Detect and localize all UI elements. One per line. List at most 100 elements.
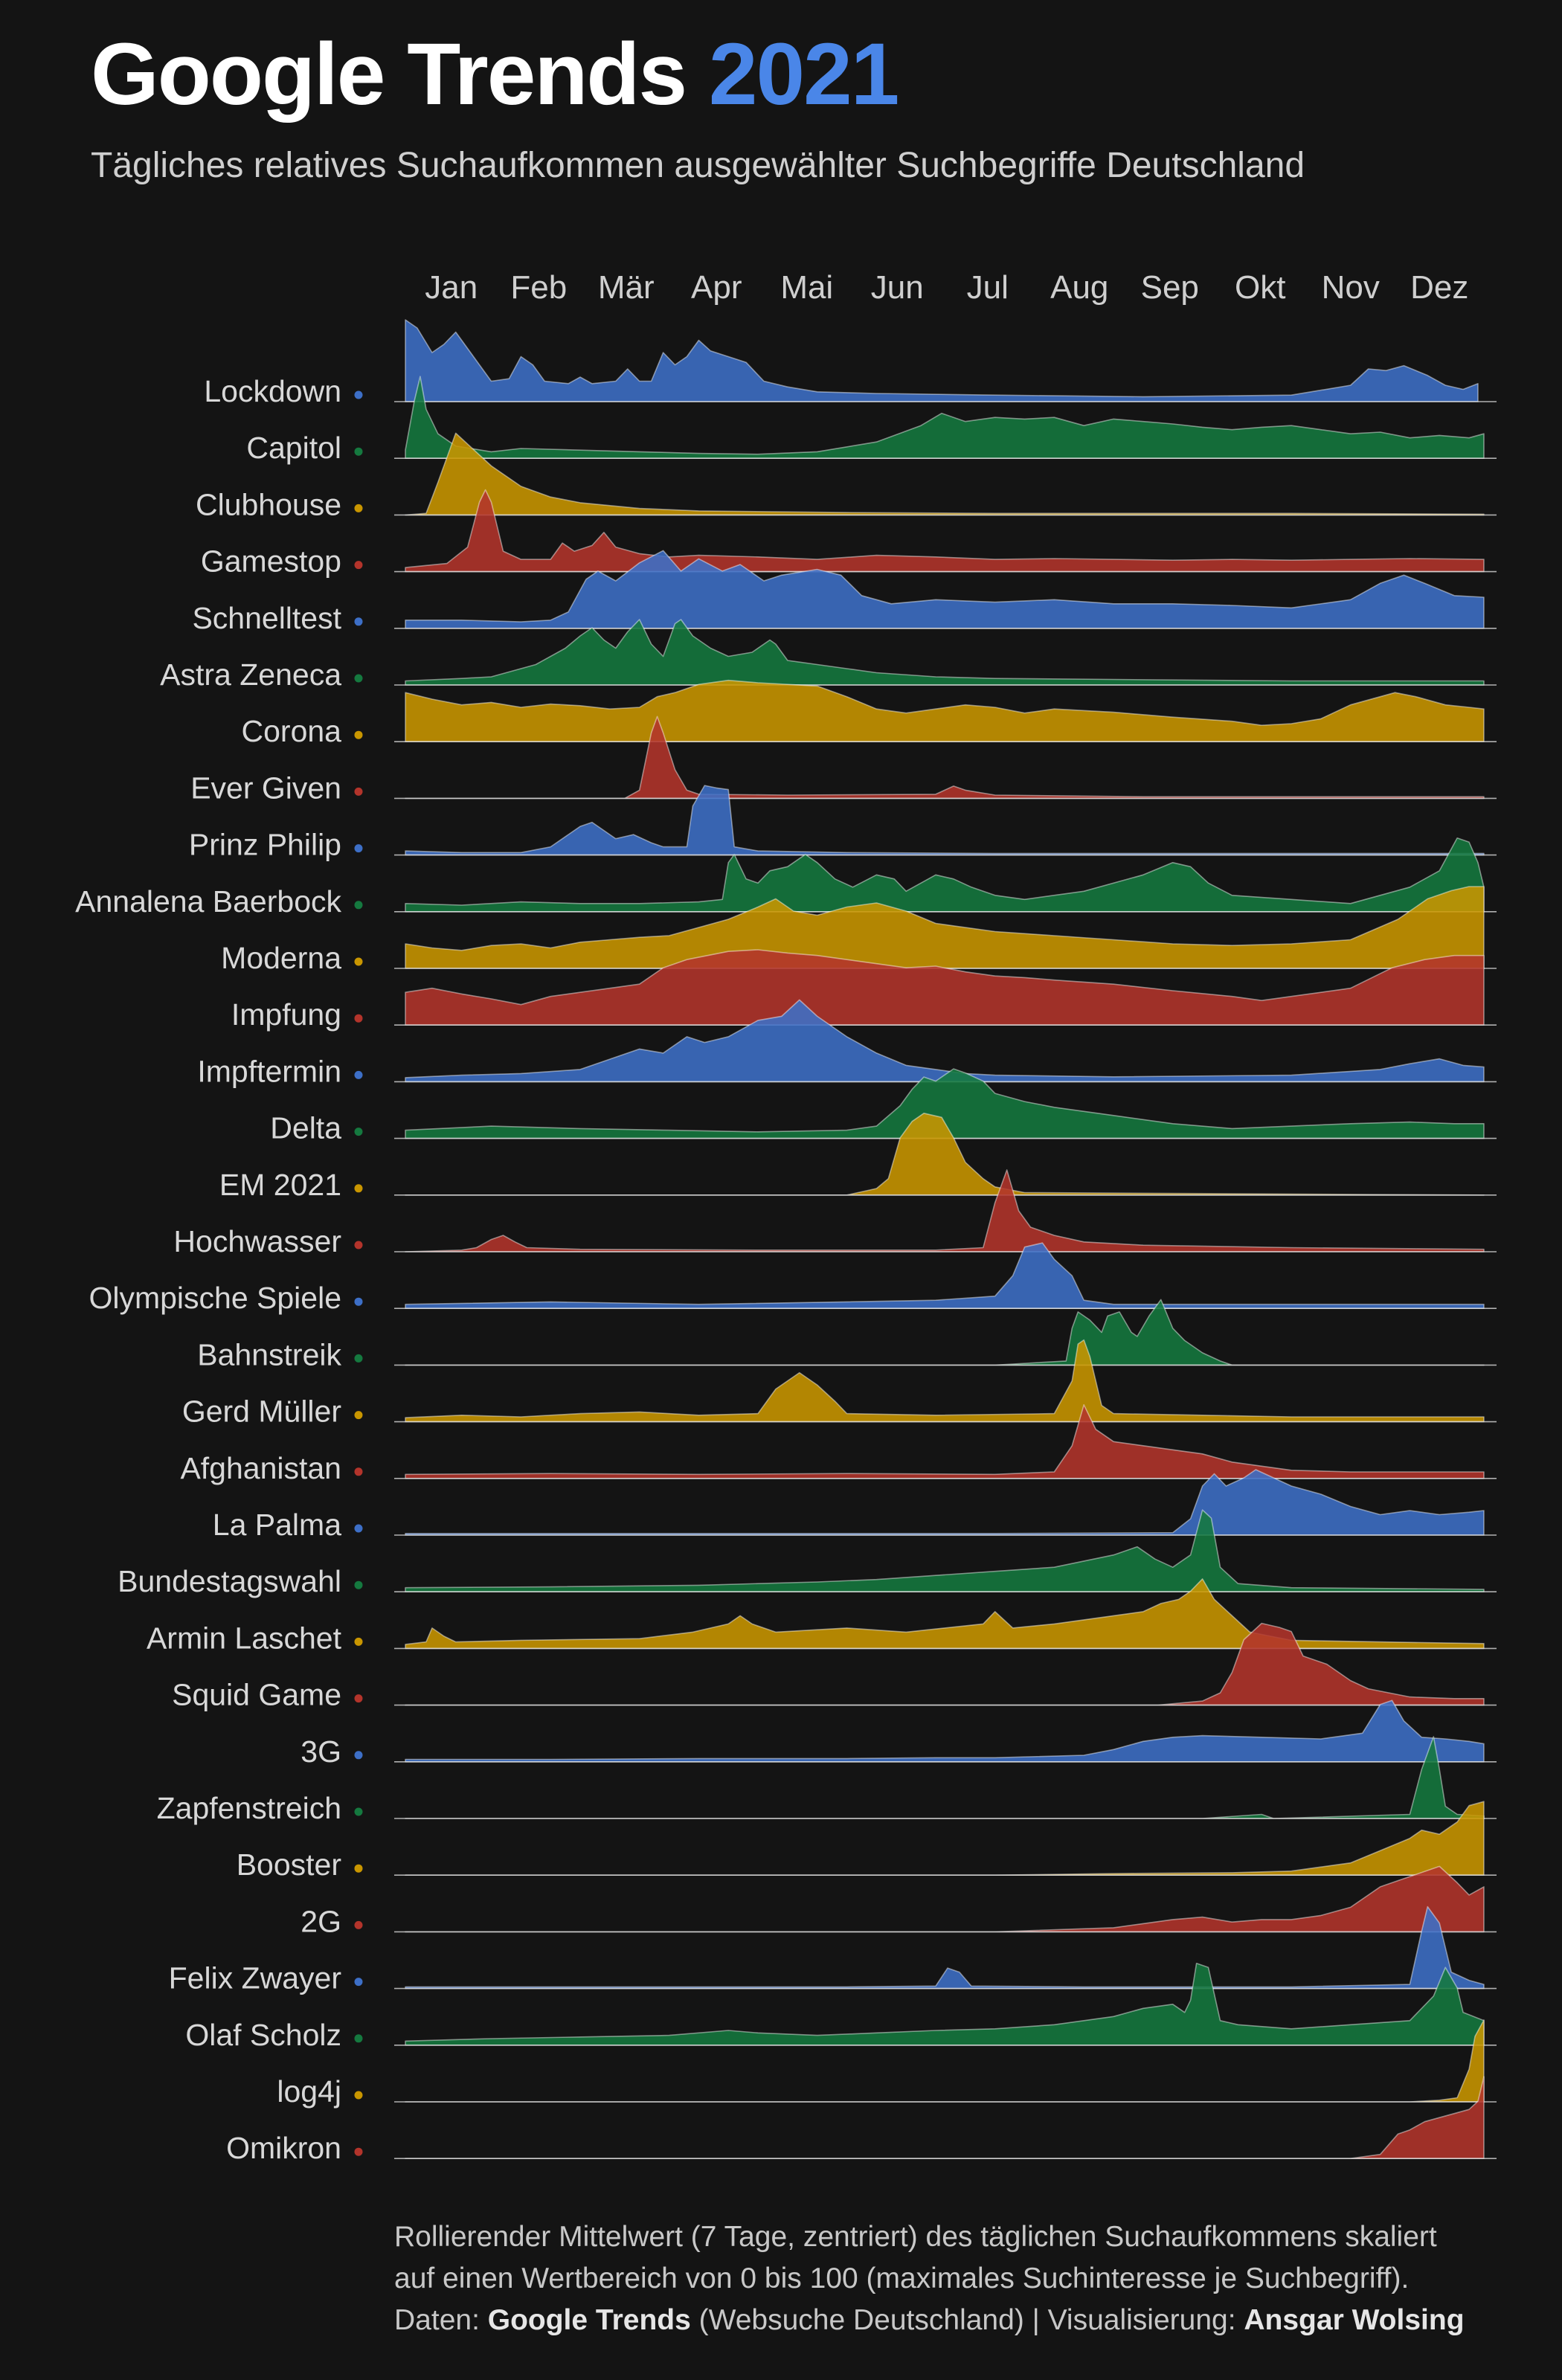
ridge-armin-laschet — [405, 1578, 1485, 1650]
data-prefix: Daten: — [394, 2304, 488, 2336]
row-label-delta: Delta — [270, 1111, 341, 1145]
ridge-moderna — [405, 886, 1485, 969]
month-label-mär: Mär — [598, 269, 655, 306]
author: Ansgar Wolsing — [1244, 2304, 1465, 2336]
row-dot-zapfenstreich — [354, 1807, 363, 1816]
ridge-prinz-philip — [405, 785, 1485, 856]
chart-subtitle: Tägliches relatives Suchaufkommen ausgew… — [91, 146, 1305, 185]
ridge-impftermin — [405, 999, 1485, 1083]
row-annalena-baerbock: Annalena Baerbock — [75, 837, 1497, 919]
row-dot-prinz-philip — [354, 844, 363, 853]
row-dot-la-palma — [354, 1524, 363, 1533]
row-la-palma: La Palma — [213, 1469, 1497, 1542]
month-label-jul: Jul — [967, 269, 1009, 306]
row-dot-hochwasser — [354, 1241, 363, 1250]
month-label-dez: Dez — [1410, 269, 1468, 306]
row-label-ever-given: Ever Given — [190, 771, 341, 805]
ridge-2g — [405, 1865, 1485, 1933]
row-label-schnelltest: Schnelltest — [192, 601, 341, 635]
row-capitol: Capitol — [246, 376, 1497, 465]
row-3g: 3G — [300, 1699, 1497, 1769]
month-label-mai: Mai — [780, 269, 833, 306]
row-dot-felix-zwayer — [354, 1978, 363, 1987]
row-dot-impftermin — [354, 1070, 363, 1079]
row-label-felix-zwayer: Felix Zwayer — [169, 1961, 341, 1995]
row-label-booster: Booster — [237, 1847, 341, 1882]
ridge-astra-zeneca — [405, 619, 1485, 686]
month-axis: Jan Feb Mär Apr Mai Jun Jul Aug Sep Okt Nov Dez — [425, 269, 1468, 306]
row-label-corona: Corona — [242, 714, 342, 748]
row-label-log4j: log4j — [277, 2074, 341, 2109]
data-source: Google Trends — [487, 2304, 691, 2336]
ridge-clubhouse — [405, 432, 1485, 516]
ridgeline-chart: Jan Feb Mär Apr Mai Jun Jul Aug Sep Okt Nov Dez Loc… — [75, 269, 1497, 2165]
ridge-felix-zwayer — [405, 1905, 1485, 1990]
row-lockdown: Lockdown — [204, 319, 1497, 408]
row-dot-delta — [354, 1128, 363, 1136]
row-label-moderna: Moderna — [221, 941, 341, 975]
row-dot-corona — [354, 730, 363, 739]
row-dot-impfung — [354, 1014, 363, 1023]
ridge-bundestagswahl — [405, 1509, 1485, 1592]
ridge-delta — [405, 1068, 1485, 1139]
month-label-apr: Apr — [691, 269, 742, 306]
row-dot-schnelltest — [354, 617, 363, 626]
row-armin-laschet: Armin Laschet — [147, 1578, 1497, 1655]
row-corona: Corona — [242, 679, 1497, 748]
row-dot-afghanistan — [354, 1467, 363, 1476]
month-label-aug: Aug — [1050, 269, 1108, 306]
row-dot-em-2021 — [354, 1184, 363, 1193]
row-label-olaf-scholz: Olaf Scholz — [185, 2018, 341, 2052]
row-label-lockdown: Lockdown — [204, 374, 341, 408]
ridge-squid-game — [405, 1622, 1485, 1706]
row-label-impfung: Impfung — [231, 997, 341, 1032]
footer-note: Rollierender Mittelwert (7 Tage, zentrie… — [394, 2216, 1465, 2341]
row-dot-ever-given — [354, 787, 363, 796]
row-label-bundestagswahl: Bundestagswahl — [118, 1564, 341, 1598]
row-label-afghanistan: Afghanistan — [180, 1451, 341, 1485]
row-label-la-palma: La Palma — [213, 1508, 341, 1542]
row-bahnstreik: Bahnstreik — [197, 1299, 1497, 1371]
ridge-bahnstreik — [405, 1299, 1485, 1366]
ridge-em-2021 — [405, 1113, 1485, 1196]
ridge-olympische-spiele — [405, 1242, 1485, 1309]
ridge-lockdown — [405, 319, 1479, 402]
row-gerd-m-ller: Gerd Müller — [182, 1339, 1497, 1429]
row-gamestop: Gamestop — [201, 489, 1497, 579]
ridge-3g — [405, 1699, 1485, 1763]
ridge-afghanistan — [405, 1404, 1485, 1479]
row-em-2021: EM 2021 — [219, 1113, 1497, 1202]
title-year: 2021 — [708, 25, 900, 123]
ridge-annalena-baerbock — [405, 837, 1485, 913]
row-dot-armin-laschet — [354, 1637, 363, 1646]
row-olaf-scholz: Olaf Scholz — [185, 1963, 1497, 2052]
footer-credits: Daten: Google Trends (Websuche Deutschla… — [394, 2300, 1465, 2341]
month-label-jun: Jun — [871, 269, 924, 306]
row-zapfenstreich: Zapfenstreich — [157, 1736, 1497, 1825]
month-label-okt: Okt — [1235, 269, 1285, 306]
month-label-sep: Sep — [1141, 269, 1199, 306]
chart-rows: Lockdown Capitol Clubhouse Gamestop Schnellt… — [75, 319, 1497, 2165]
row-label-bahnstreik: Bahnstreik — [197, 1337, 341, 1371]
month-label-feb: Feb — [510, 269, 567, 306]
row-moderna: Moderna — [221, 886, 1497, 975]
row-omikron: Omikron — [226, 2076, 1497, 2165]
row-dot-moderna — [354, 957, 363, 966]
row-schnelltest: Schnelltest — [192, 550, 1497, 635]
row-booster: Booster — [237, 1801, 1497, 1882]
row-dot-gamestop — [354, 561, 363, 570]
row-label-armin-laschet: Armin Laschet — [147, 1621, 342, 1655]
footer-line-2: auf einen Wertbereich von 0 bis 100 (max… — [394, 2262, 1410, 2294]
row-dot-2g — [354, 1920, 363, 1929]
ridge-corona — [405, 679, 1485, 742]
row-dot-capitol — [354, 447, 363, 456]
data-middle: (Websuche Deutschland) | Visualisierung: — [690, 2304, 1244, 2336]
chart-title: Google Trends 2021 — [91, 22, 900, 126]
row-label-annalena-baerbock: Annalena Baerbock — [75, 884, 341, 919]
month-label-jan: Jan — [425, 269, 478, 306]
ridge-booster — [405, 1801, 1485, 1876]
row-dot-bahnstreik — [354, 1354, 363, 1363]
row-dot-omikron — [354, 2147, 363, 2156]
row-dot-annalena-baerbock — [354, 901, 363, 910]
row-impfung: Impfung — [231, 949, 1497, 1032]
